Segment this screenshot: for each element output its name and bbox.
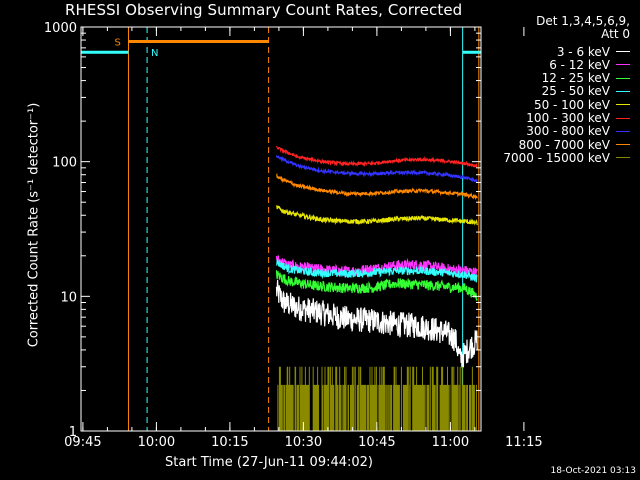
legend-swatch <box>616 77 630 79</box>
legend-item: 300 - 800 keV <box>526 121 630 138</box>
legend-item: 25 - 50 keV <box>542 81 630 98</box>
annotation-layer: SN <box>81 27 481 431</box>
axes-layer: 1 10 100 1000 09:45 10:00 10:15 10:30 10:45 11:00… <box>44 21 543 450</box>
legend-swatch <box>616 144 630 146</box>
x-tick-label: 10:45 <box>358 435 395 450</box>
legend-item: 3 - 6 keV <box>557 41 630 59</box>
series-300-800-kev <box>275 155 478 184</box>
legend-swatch <box>616 130 630 132</box>
series-line <box>275 259 478 283</box>
x-tick-label: 11:15 <box>505 435 542 450</box>
series-25-50-kev <box>275 259 478 283</box>
legend-swatch <box>616 104 630 106</box>
series-6-12-kev <box>275 255 478 278</box>
legend-swatch <box>616 157 630 159</box>
legend-label: 800 - 7000 keV <box>518 137 610 152</box>
series-line <box>275 145 478 168</box>
plot-frame <box>80 26 482 432</box>
series-line <box>275 255 478 278</box>
series-line <box>275 155 478 184</box>
legend-swatch <box>616 90 630 92</box>
x-tick-label: 10:00 <box>138 435 175 450</box>
legend-label: 100 - 300 keV <box>526 111 610 125</box>
x-axis-label: Start Time (27-Jun-11 09:44:02) <box>165 455 373 470</box>
series-800-7000-kev <box>276 173 478 201</box>
series-50-100-kev <box>276 204 478 226</box>
legend-subtitle: Att 0 <box>601 27 630 41</box>
series-7000-15000-kev <box>277 366 477 431</box>
series-100-300-kev <box>275 145 478 168</box>
series-3-6-kev <box>275 279 478 368</box>
x-tick-label: 10:15 <box>211 435 248 450</box>
legend-label: 25 - 50 keV <box>541 84 610 99</box>
x-tick-label: 10:30 <box>285 435 322 450</box>
legend-label: 3 - 6 keV <box>556 44 610 59</box>
legend-item: 50 - 100 keV <box>534 94 630 112</box>
y-axis-label: Corrected Count Rate (s⁻¹ detector⁻¹) <box>26 102 42 348</box>
series-line <box>275 279 478 368</box>
legend-title: Det 1,3,4,5,6,9, <box>536 14 630 28</box>
legend-swatch <box>616 117 630 119</box>
legend-label: 6 - 12 keV <box>549 57 610 72</box>
legend-item: 12 - 25 keV <box>542 68 630 85</box>
legend-swatch <box>616 64 630 66</box>
legend-label: 12 - 25 keV <box>541 71 610 86</box>
series-line <box>276 204 478 226</box>
series-line <box>276 173 478 201</box>
legend-item: 800 - 7000 keV <box>519 134 630 152</box>
interval-label: N <box>151 48 158 59</box>
y-tick-label: 10 <box>60 290 77 305</box>
legend-label: 300 - 800 keV <box>526 124 610 139</box>
legend-item: 6 - 12 keV <box>549 54 630 72</box>
legend-item: 7000 - 15000 keV <box>503 147 630 165</box>
legend-item: 100 - 300 keV <box>526 108 630 125</box>
legend-label: 50 - 100 keV <box>533 97 610 112</box>
y-tick-label: 1000 <box>44 21 77 36</box>
chart-title: RHESSI Observing Summary Count Rates, Co… <box>65 1 463 19</box>
series-line <box>277 366 477 431</box>
footer-timestamp: 18-Oct-2021 03:13 <box>550 466 636 476</box>
y-tick-label: 100 <box>52 156 77 171</box>
y-tick-label: 1 <box>69 425 77 440</box>
x-tick-label: 09:45 <box>64 435 101 450</box>
series-line <box>275 270 478 302</box>
interval-label: S <box>114 38 120 49</box>
series-12-25-kev <box>275 270 478 302</box>
series-layer <box>275 145 478 431</box>
legend-label: 7000 - 15000 keV <box>503 150 610 165</box>
legend-swatch <box>616 51 630 52</box>
x-tick-label: 11:00 <box>432 435 469 450</box>
